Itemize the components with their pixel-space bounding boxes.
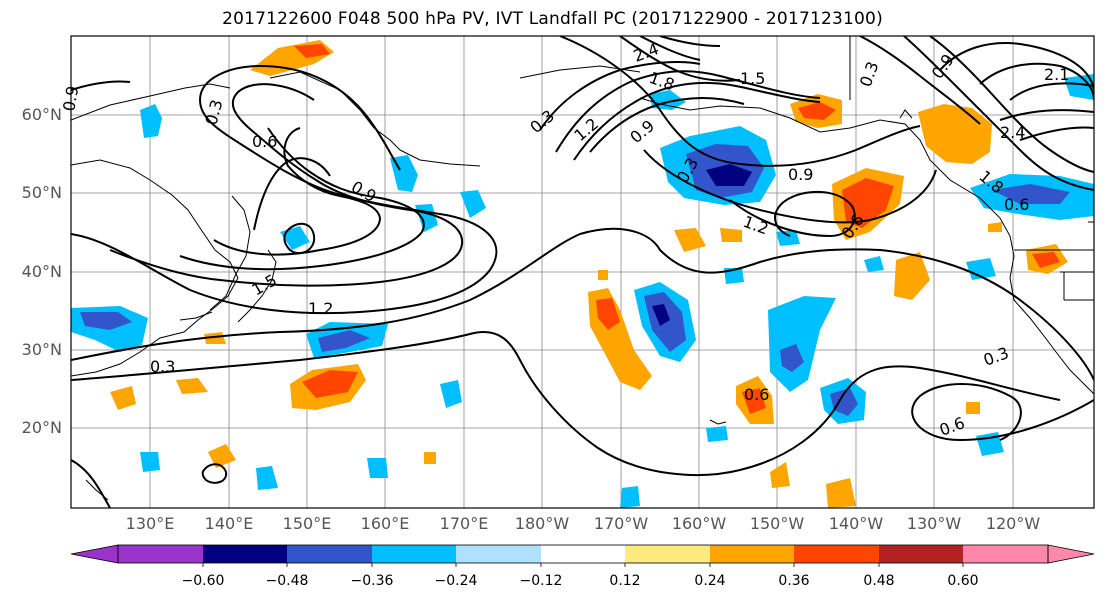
colorbar-segment (118, 545, 203, 563)
contour-label: 1.5 (740, 69, 765, 88)
lon-label: 170°E (439, 514, 489, 533)
colorbar-tick-label: 0.24 (694, 573, 726, 589)
contour-label: 0.3 (202, 98, 227, 128)
contour-label: 0.3 (981, 343, 1011, 370)
colorbar-segment (794, 545, 879, 563)
colorbar-tick-label: 0.12 (609, 573, 641, 589)
lat-label: 40°N (21, 262, 62, 281)
contour-label: 1.5 (249, 270, 281, 299)
colorbar-segment (625, 545, 710, 563)
lon-label: 120°W (985, 514, 1041, 533)
lon-label: 170°W (593, 514, 649, 533)
lat-label: 20°N (21, 418, 62, 437)
lon-label: 160°E (360, 514, 410, 533)
colorbar-tick-label: −0.24 (434, 573, 478, 589)
lon-label: 180°W (514, 514, 570, 533)
contour-label: 0.6 (937, 413, 967, 440)
lon-label: 150°E (282, 514, 332, 533)
colorbar-tick-label: 0.60 (947, 573, 979, 589)
coastlines (71, 36, 1094, 501)
contour-label: 1.2 (741, 212, 771, 239)
lat-label: 30°N (21, 340, 62, 359)
colorbar-tick-label: −0.48 (265, 573, 309, 589)
colorbar-tick-label: −0.36 (350, 573, 394, 589)
lon-label: 140°E (204, 514, 254, 533)
contour-label: 0.3 (856, 59, 883, 89)
colorbar-segment (541, 545, 625, 563)
ivt-contours (71, 36, 1094, 508)
colorbar-ticks (202, 563, 964, 567)
contour-label: 0.6 (1004, 195, 1029, 214)
colorbar-segment (879, 545, 963, 563)
colorbar-segment (710, 545, 794, 563)
contour-label: 0.9 (59, 84, 82, 112)
colorbar-segment (963, 545, 1048, 563)
contour-label: 0.3 (526, 106, 558, 137)
colorbar (70, 544, 1095, 567)
contour-label: 2.4 (1000, 123, 1025, 142)
colorbar-segment (456, 545, 541, 563)
contour-label: 1.2 (308, 299, 333, 318)
colorbar-tick-label: −0.12 (519, 573, 563, 589)
colorbar-segment (372, 545, 456, 563)
lon-label: 130°W (906, 514, 962, 533)
lon-label: 130°E (125, 514, 175, 533)
contour-label: 0.9 (626, 116, 658, 147)
lat-label: 50°N (21, 183, 62, 202)
colorbar-tick-label: 0.48 (863, 573, 895, 589)
colorbar-segment (70, 544, 119, 564)
contour-label: 0.9 (348, 177, 380, 206)
map-border (70, 35, 1095, 509)
contour-label: 0.6 (744, 385, 769, 404)
colorbar-segment (1047, 544, 1095, 564)
contour-label: 0.3 (150, 357, 175, 376)
contour-label: 0.9 (788, 165, 813, 184)
colorbar-border (117, 544, 1049, 564)
lon-label: 150°W (749, 514, 805, 533)
colorbar-tick-label: 0.36 (778, 573, 810, 589)
colorbar-tick-label: −0.60 (181, 573, 225, 589)
lon-label: 140°W (828, 514, 884, 533)
lon-label: 160°W (671, 514, 727, 533)
contour-label-group: 0.3 0.6 0.9 1.2 1.5 0.3 0.3 1.2 0.9 0.9 … (59, 39, 1069, 440)
contour-label: 1.2 (570, 114, 602, 145)
contour-label: 2.1 (1044, 65, 1069, 84)
lat-label: 60°N (21, 105, 62, 124)
contour-label: 0.6 (252, 132, 277, 151)
map-title: 2017122600 F048 500 hPa PV, IVT Landfall… (222, 9, 883, 29)
colorbar-segment (287, 545, 372, 563)
colorbar-segment (203, 545, 287, 563)
